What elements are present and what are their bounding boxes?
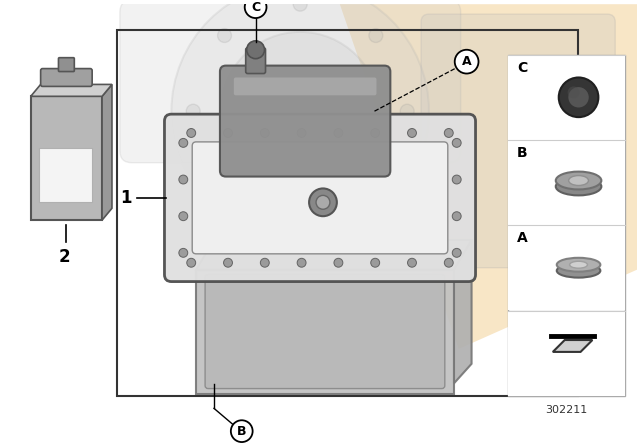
Circle shape (334, 258, 343, 267)
Circle shape (231, 420, 253, 442)
Ellipse shape (569, 176, 588, 185)
Circle shape (260, 129, 269, 138)
Circle shape (400, 104, 414, 118)
Text: 2: 2 (59, 248, 70, 266)
Circle shape (408, 258, 417, 267)
FancyBboxPatch shape (220, 65, 390, 177)
FancyBboxPatch shape (164, 114, 476, 282)
Circle shape (179, 212, 188, 221)
Circle shape (568, 86, 589, 108)
FancyBboxPatch shape (205, 275, 445, 388)
FancyBboxPatch shape (120, 0, 461, 163)
FancyBboxPatch shape (192, 142, 448, 254)
Circle shape (371, 129, 380, 138)
Polygon shape (102, 84, 112, 220)
Text: C: C (517, 60, 527, 75)
Circle shape (223, 129, 232, 138)
Circle shape (371, 258, 380, 267)
Circle shape (186, 104, 200, 118)
Polygon shape (196, 240, 472, 270)
Circle shape (455, 50, 479, 73)
Circle shape (408, 129, 417, 138)
Ellipse shape (556, 177, 602, 195)
Circle shape (260, 72, 340, 151)
Ellipse shape (557, 258, 600, 271)
Text: B: B (237, 425, 246, 438)
Circle shape (223, 258, 232, 267)
Circle shape (297, 258, 306, 267)
Circle shape (179, 248, 188, 257)
FancyBboxPatch shape (196, 270, 454, 393)
Circle shape (452, 175, 461, 184)
Circle shape (559, 78, 598, 117)
Circle shape (334, 129, 343, 138)
Circle shape (369, 29, 383, 43)
Ellipse shape (557, 264, 600, 278)
Circle shape (293, 0, 307, 11)
Circle shape (260, 258, 269, 267)
Text: B: B (517, 146, 528, 160)
Circle shape (297, 129, 306, 138)
Text: A: A (462, 55, 472, 68)
Circle shape (369, 180, 383, 194)
Circle shape (244, 0, 266, 18)
Circle shape (221, 32, 380, 190)
Text: C: C (251, 0, 260, 13)
Ellipse shape (556, 172, 602, 190)
Circle shape (172, 0, 429, 240)
Bar (508, 55, 625, 396)
Circle shape (452, 212, 461, 221)
Bar (38, 148, 92, 202)
FancyBboxPatch shape (58, 58, 74, 72)
Circle shape (246, 41, 264, 59)
Bar (508, 225, 625, 310)
Text: 302211: 302211 (545, 405, 588, 415)
Circle shape (179, 138, 188, 147)
Circle shape (568, 86, 580, 98)
Circle shape (218, 180, 232, 194)
Polygon shape (454, 240, 472, 383)
Text: A: A (517, 231, 528, 245)
Circle shape (187, 129, 196, 138)
Bar (508, 140, 625, 225)
Polygon shape (553, 340, 593, 352)
Circle shape (452, 138, 461, 147)
Circle shape (452, 248, 461, 257)
FancyBboxPatch shape (246, 48, 266, 73)
Polygon shape (31, 84, 112, 96)
Bar (117, 30, 577, 396)
Circle shape (179, 175, 188, 184)
Circle shape (293, 211, 307, 225)
Circle shape (218, 29, 232, 43)
Bar (31, 96, 102, 220)
Bar (508, 311, 625, 396)
Circle shape (444, 258, 453, 267)
Circle shape (187, 258, 196, 267)
FancyBboxPatch shape (40, 69, 92, 86)
FancyBboxPatch shape (234, 78, 376, 95)
Ellipse shape (570, 261, 588, 268)
Text: 1: 1 (120, 190, 132, 207)
FancyBboxPatch shape (421, 14, 615, 268)
Circle shape (309, 189, 337, 216)
Bar (508, 55, 625, 140)
Polygon shape (340, 4, 637, 349)
Circle shape (444, 129, 453, 138)
Circle shape (316, 195, 330, 209)
